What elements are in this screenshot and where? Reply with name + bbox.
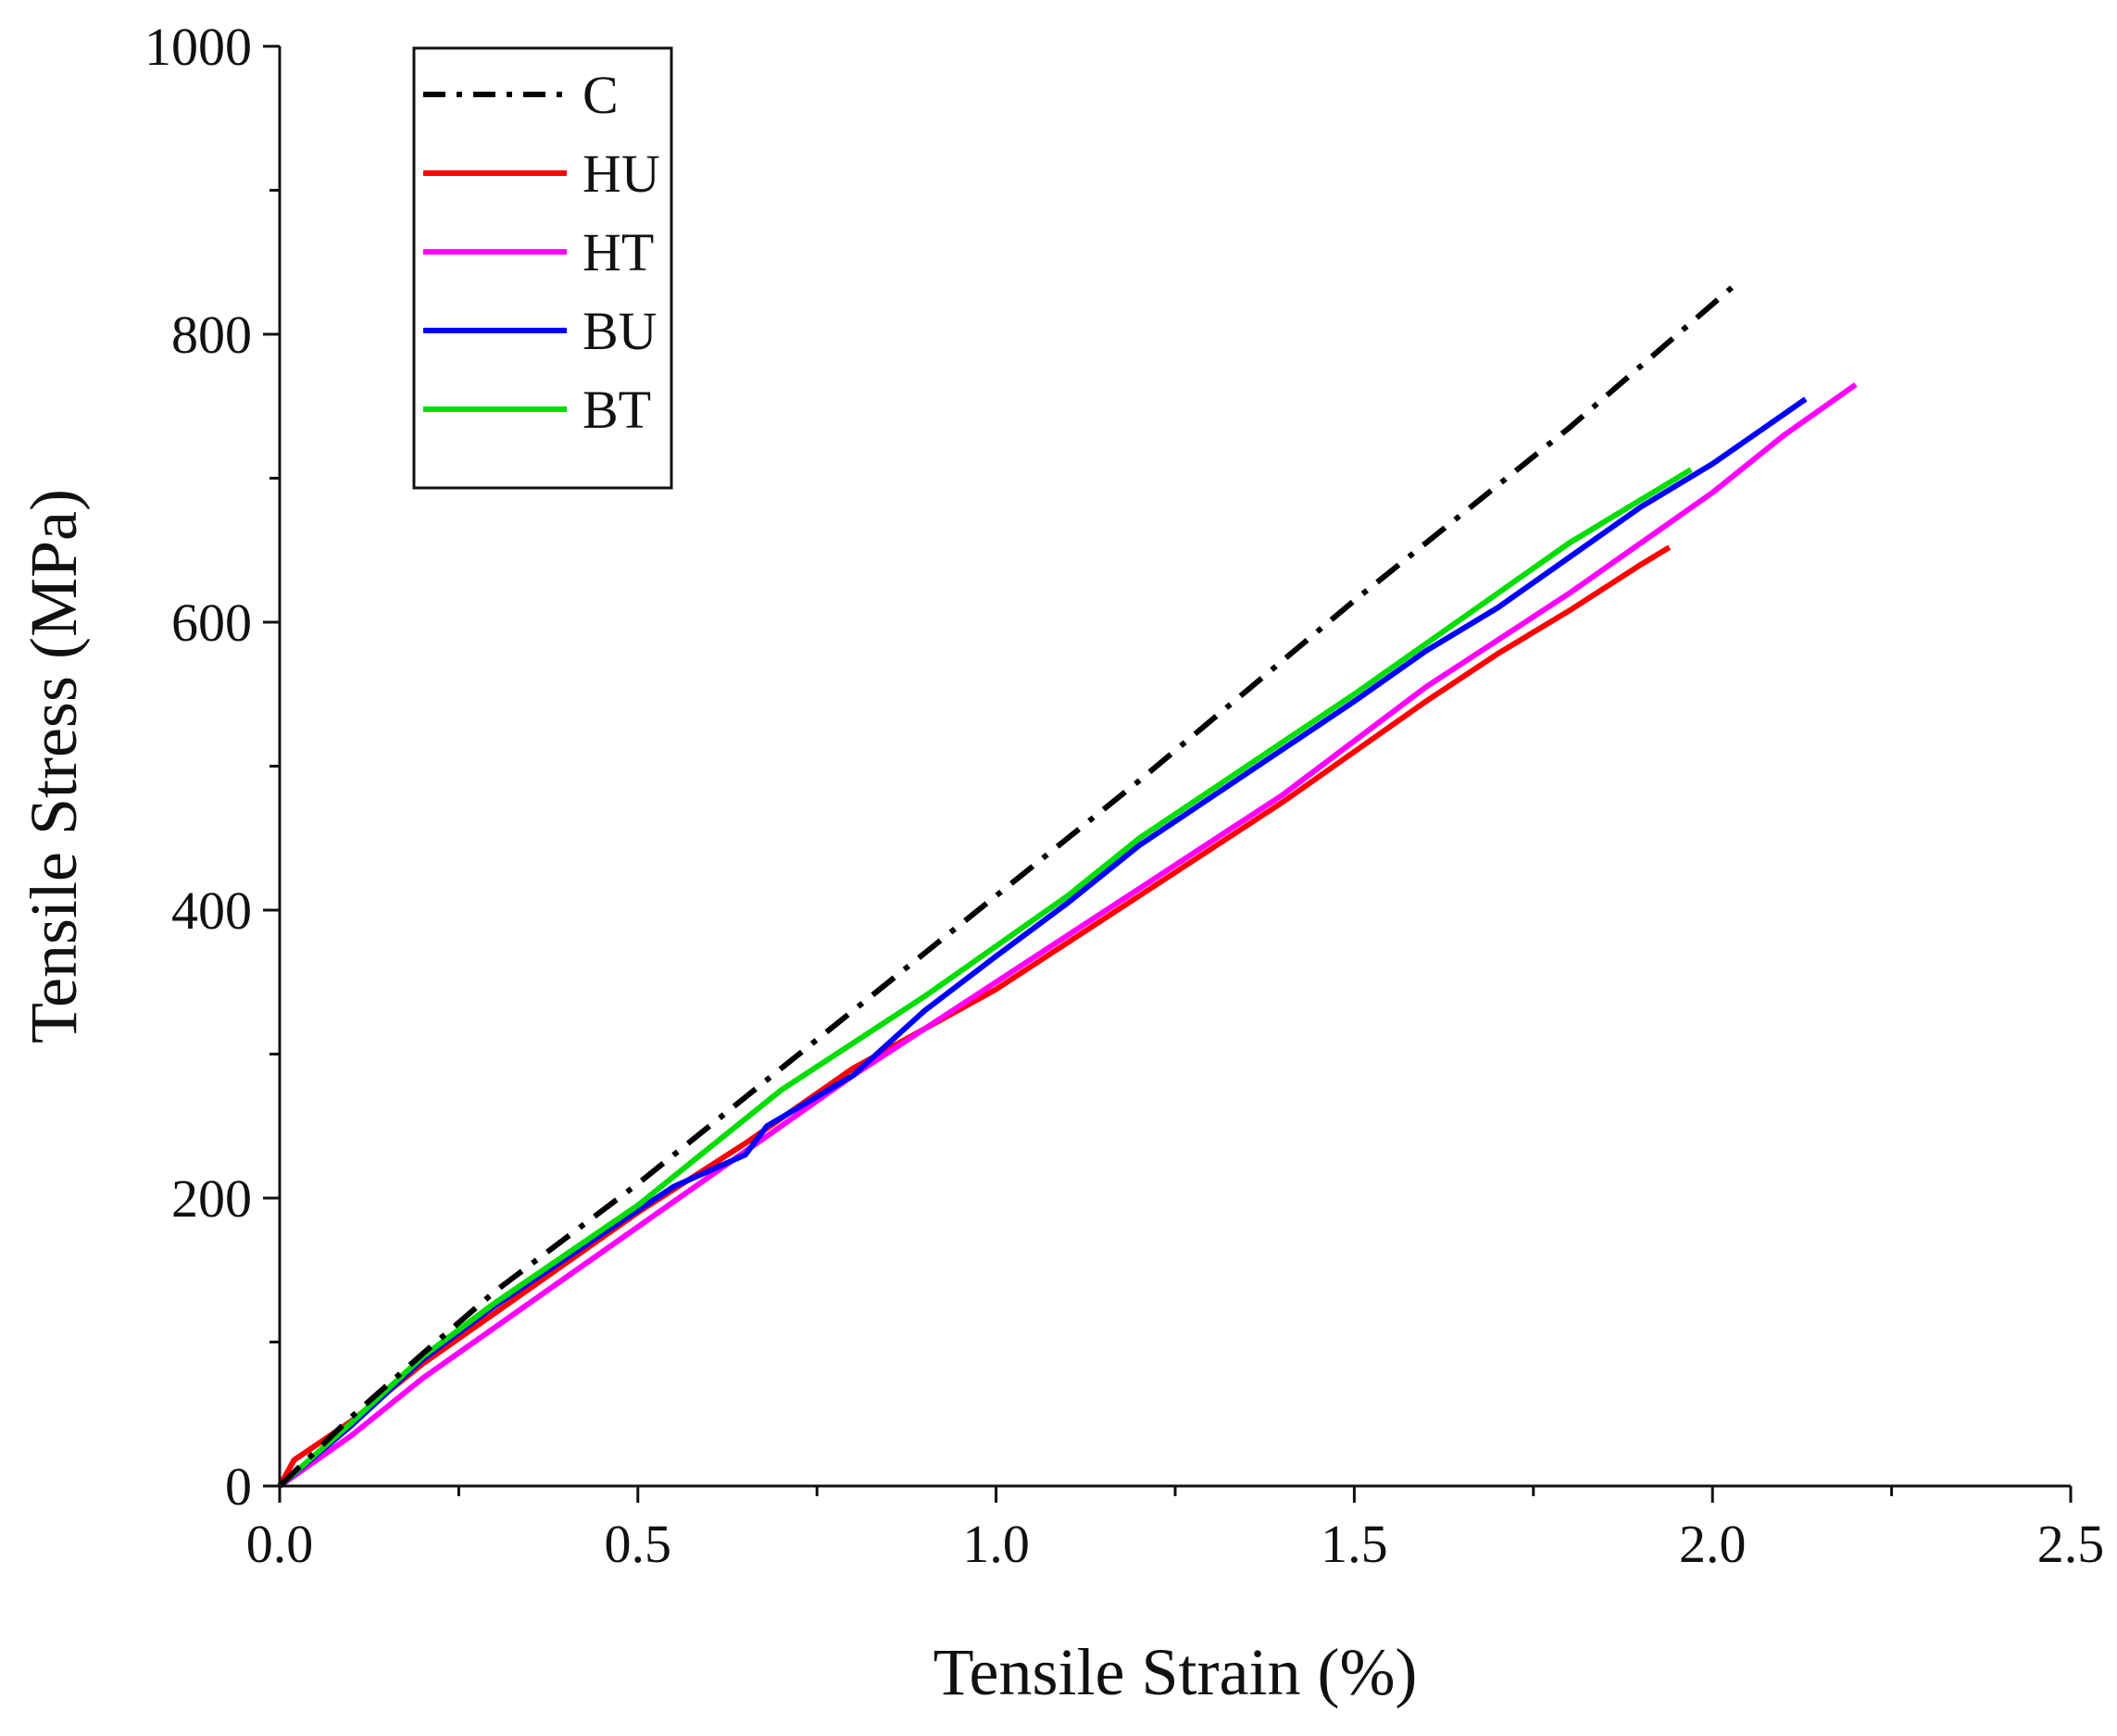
y-tick-label: 600	[171, 593, 252, 653]
x-tick-label: 2.0	[1679, 1514, 1747, 1574]
x-tick-label: 0.0	[246, 1514, 314, 1574]
legend-label-bu: BU	[582, 301, 658, 361]
y-tick-label: 400	[171, 880, 252, 941]
x-axis-title: Tensile Strain (%)	[933, 1635, 1418, 1709]
legend-label-c: C	[582, 65, 619, 125]
legend-box	[412, 46, 673, 490]
series-line-bt	[278, 467, 1693, 1489]
y-tick-label: 800	[171, 305, 252, 365]
x-tick-label: 1.5	[1321, 1514, 1388, 1574]
y-tick-label: 1000	[144, 17, 252, 77]
y-tick-label: 200	[171, 1168, 252, 1229]
x-tick-label: 2.5	[2037, 1514, 2105, 1574]
series-line-c	[277, 277, 1744, 1489]
x-tick-label: 1.0	[962, 1514, 1030, 1574]
x-tick-label: 0.5	[605, 1514, 672, 1574]
series-line-ht	[278, 381, 1858, 1489]
legend-label-hu: HU	[582, 144, 660, 204]
legend-label-ht: HT	[582, 222, 654, 282]
plot-area	[277, 277, 1858, 1489]
axis-ticks: 0.0 0.5 1.0 1.5 2.0 2.5 0 200 400 600 800 1000	[144, 17, 2104, 1574]
y-axis-title: Tensile Stress (MPa)	[17, 489, 91, 1043]
legend: C HU HT BU BT	[412, 46, 673, 490]
legend-label-bt: BT	[582, 380, 651, 440]
y-tick-label: 0	[225, 1456, 252, 1517]
